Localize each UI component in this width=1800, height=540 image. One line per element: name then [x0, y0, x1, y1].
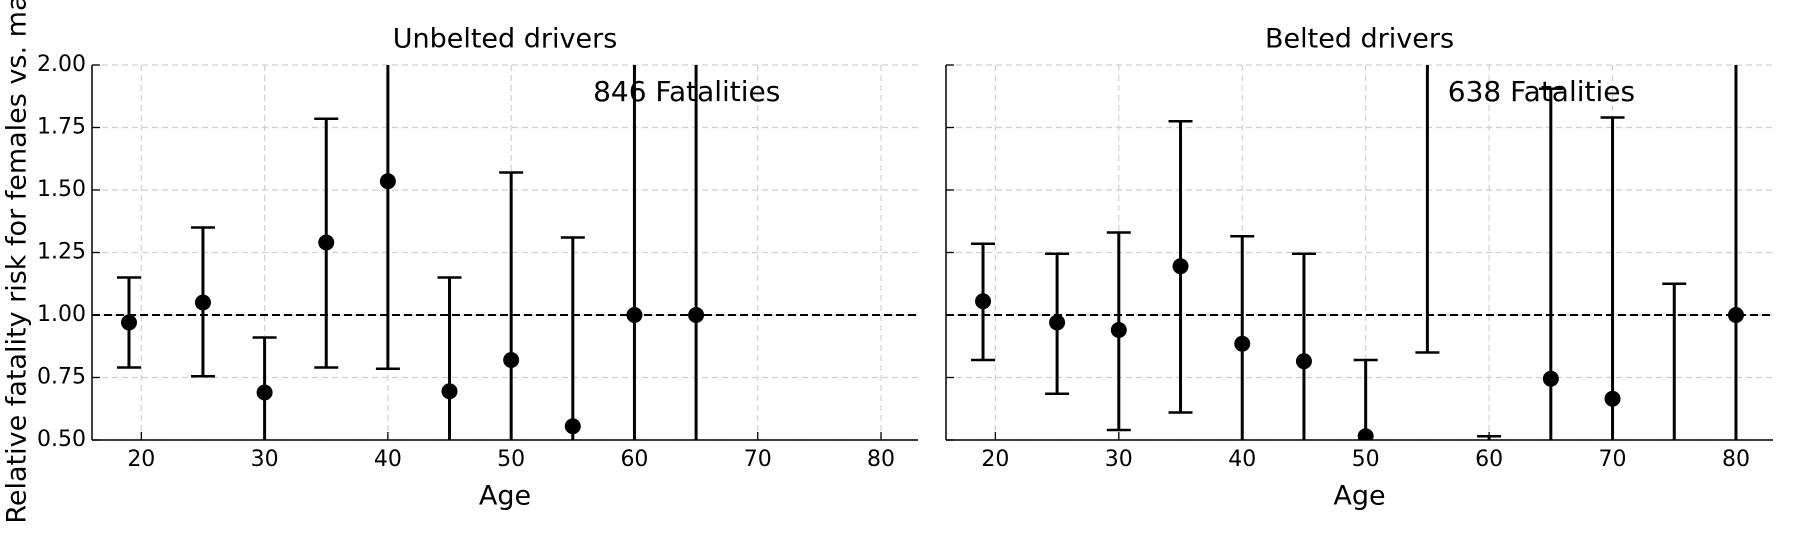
panel: 20 30 40 50 60 70 80 Belted drivers Age 638 Fatal…: [945, 7, 1773, 512]
point: [1110, 322, 1127, 338]
x-tick-label: 40: [374, 447, 402, 472]
panel-title: Belted drivers: [1265, 24, 1454, 55]
x-tick-label: 70: [1599, 447, 1627, 472]
point: [564, 418, 581, 435]
x-tick-label: 20: [981, 447, 1009, 472]
x-tick-label: 30: [251, 447, 279, 472]
data-layer: [116, 65, 705, 440]
point: [120, 314, 137, 331]
point: [1234, 335, 1251, 352]
y-tick-label: 0.75: [37, 365, 86, 390]
annotation: 846 Fatalities: [593, 75, 780, 108]
point: [1604, 390, 1621, 407]
x-tick-label: 50: [1352, 447, 1380, 472]
point: [1542, 370, 1559, 387]
point: [256, 384, 273, 401]
point: [975, 293, 992, 310]
point: [379, 173, 396, 190]
data-layer: [971, 7, 1744, 498]
x-tick-label: 70: [744, 447, 772, 472]
x-tick-label: 60: [1475, 447, 1503, 472]
x-tick-label: 40: [1228, 447, 1256, 472]
point: [318, 234, 335, 251]
x-tick-label: 20: [127, 447, 155, 472]
y-axis-label: Relative fatality risk for females vs. m…: [2, 0, 33, 524]
annotation: 638 Fatalities: [1448, 75, 1635, 108]
point: [1419, 7, 1435, 23]
x-tick-label: 30: [1105, 447, 1133, 472]
y-tick-label: 1.00: [37, 302, 86, 327]
y-tick-label: 1.25: [37, 240, 86, 265]
y-tick-label: 1.50: [37, 177, 86, 202]
y-tick-label: 0.50: [37, 427, 86, 452]
point: [194, 294, 211, 311]
point: [1357, 428, 1374, 440]
x-axis-label: Age: [1333, 481, 1385, 512]
point: [1727, 307, 1744, 323]
point: [503, 352, 520, 368]
y-tick-label: 2.00: [37, 52, 86, 77]
x-tick-label: 60: [620, 447, 648, 472]
x-axis-label: Age: [479, 481, 531, 512]
point: [1666, 457, 1682, 473]
point: [1481, 482, 1497, 498]
point: [1172, 258, 1189, 275]
x-tick-label: 80: [867, 447, 895, 472]
x-tick-label: 50: [497, 447, 525, 472]
panel-title: Unbelted drivers: [393, 24, 618, 55]
y-tick-label: 1.75: [37, 115, 86, 140]
panel: 20 30 40 50 60 70 80 0.50 0.75 1.00 1.25 1.50 1.75 2.…: [2, 0, 918, 524]
point: [1295, 353, 1312, 370]
point: [1049, 314, 1066, 331]
point: [441, 383, 458, 400]
point: [626, 307, 643, 323]
x-tick-label: 80: [1722, 447, 1750, 472]
point: [688, 307, 705, 323]
